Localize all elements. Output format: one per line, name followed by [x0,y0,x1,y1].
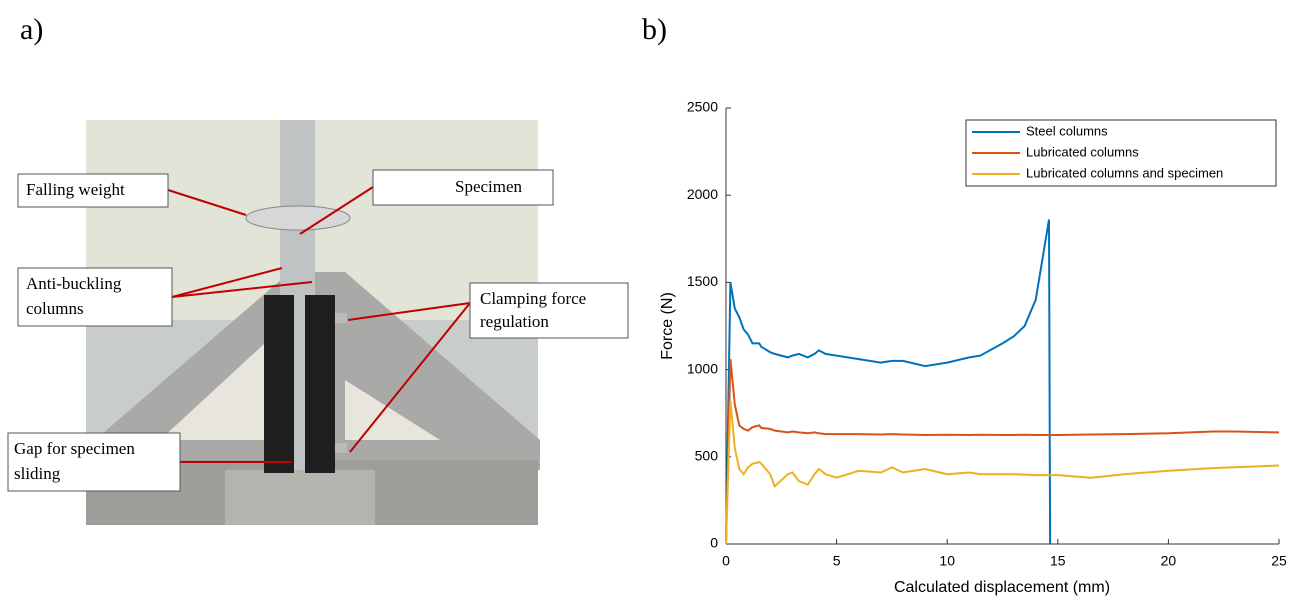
y-tick-label: 500 [695,448,719,464]
callout-box [17,173,169,208]
x-tick-label: 20 [1161,553,1177,569]
panel-label: a) [20,13,43,46]
y-axis-label: Force (N) [659,292,676,360]
callout-box [372,169,554,206]
legend-label: Lubricated columns [1026,144,1139,159]
callout: Clamping force [480,289,586,308]
y-tick-label: 0 [710,535,718,551]
callout: Anti-buckling [26,274,122,293]
callout: regulation [480,312,549,331]
legend-label: Lubricated columns and specimen [1026,165,1223,180]
callout: sliding [14,464,61,483]
callout-box [7,432,181,492]
x-tick-label: 0 [722,553,730,569]
legend-label: Steel columns [1026,123,1108,138]
x-tick-label: 15 [1050,553,1066,569]
series-line [725,400,1280,545]
x-tick-label: 5 [833,553,841,569]
callout-box [469,282,629,339]
panel-label: b) [642,13,667,46]
y-tick-label: 1000 [687,360,718,376]
series-line [725,219,1052,545]
callout: Falling weight [26,180,125,199]
series-line [725,359,1280,545]
x-tick-label: 25 [1271,553,1287,569]
callout: Specimen [455,177,523,196]
x-axis-label: Calculated displacement (mm) [894,579,1110,596]
y-tick-label: 1500 [687,273,718,289]
y-tick-label: 2000 [687,186,718,202]
callout: columns [26,299,84,318]
x-tick-label: 10 [939,553,955,569]
callout: Gap for specimen [14,439,135,458]
y-tick-label: 2500 [687,99,718,115]
callout-box [17,267,173,327]
